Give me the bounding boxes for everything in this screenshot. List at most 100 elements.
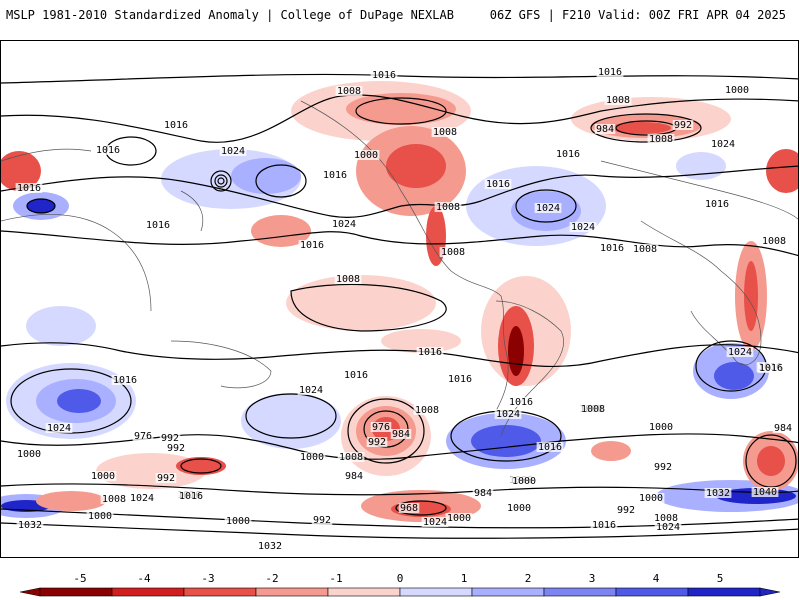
isobar-label: 1024 xyxy=(571,222,595,233)
colorbar-tick-label: -4 xyxy=(137,572,151,585)
isobar-label: 1032 xyxy=(706,488,730,499)
colorbar-segment xyxy=(183,587,257,597)
isobar-label: 1000 xyxy=(354,150,378,161)
header-bar: MSLP 1981-2010 Standardized Anomaly | Co… xyxy=(0,0,800,40)
isobar-label: 992 xyxy=(313,515,331,526)
isobar-label: 1016 xyxy=(600,243,624,254)
isobar-label: 1016 xyxy=(598,67,622,78)
isobar-label: 1008 xyxy=(339,452,363,463)
isobar-label: 1008 xyxy=(436,202,460,213)
isobar-label: 1000 xyxy=(17,449,41,460)
isobar-label: 1016 xyxy=(556,149,580,160)
colorbar-segment xyxy=(111,587,185,597)
isobar-label: 1008 xyxy=(337,86,361,97)
isobar-label: 976 xyxy=(134,431,152,442)
isobar-label: 1016 xyxy=(448,374,472,385)
isobar-label: 1024 xyxy=(423,517,447,528)
isobar-label: 1016 xyxy=(179,491,203,502)
colorbar-segments xyxy=(19,587,781,597)
colorbar-tick-label: -3 xyxy=(201,572,215,585)
isobar-label: 1016 xyxy=(418,347,442,358)
isobar-label: 1008 xyxy=(441,247,465,258)
isobar-label: 1008 xyxy=(649,134,673,145)
isobar-label: 992 xyxy=(654,462,672,473)
isobar-label: 1016 xyxy=(705,199,729,210)
isobar-label: 1016 xyxy=(344,370,368,381)
isobar-label: 1016 xyxy=(113,375,137,386)
colorbar-segment xyxy=(39,587,113,597)
isobar-label: 1000 xyxy=(507,503,531,514)
isobar-label: 984 xyxy=(774,423,792,434)
isobar-label: 1008 xyxy=(633,244,657,255)
colorbar-segment xyxy=(543,587,617,597)
isobar-label: 1008 xyxy=(581,404,605,415)
isobar-label: 1016 xyxy=(300,240,324,251)
colorbar-min-arrow xyxy=(19,587,41,597)
isobar-label: 1000 xyxy=(300,452,324,463)
colorbar-tick-label: 2 xyxy=(524,572,532,585)
isobar-label: 1008 xyxy=(336,274,360,285)
isobar-label: 1000 xyxy=(649,422,673,433)
isobar-label: 992 xyxy=(617,505,635,516)
colorbar-segment xyxy=(615,587,689,597)
isobar-label: 1024 xyxy=(711,139,735,150)
isobar-label: 1024 xyxy=(496,409,520,420)
colorbar-svg xyxy=(19,587,781,597)
isobar-label: 1024 xyxy=(656,522,680,533)
colorbar-tick-label: 5 xyxy=(716,572,724,585)
colorbar-tick-label: 1 xyxy=(460,572,468,585)
isobar-label: 1008 xyxy=(606,95,630,106)
isobar-label: 1024 xyxy=(332,219,356,230)
isobar-label: 1008 xyxy=(415,405,439,416)
isobar-label: 992 xyxy=(674,120,692,131)
model-run-info: 06Z GFS | F210 Valid: 00Z FRI APR 04 202… xyxy=(489,8,786,22)
colorbar-tick-label: 4 xyxy=(652,572,660,585)
isobar-label: 1032 xyxy=(18,520,42,531)
colorbar: -5 -4 -3 -2 -1 0 1 2 3 4 5 xyxy=(0,572,800,600)
isobar-label: 984 xyxy=(392,429,410,440)
colorbar-segment xyxy=(255,587,329,597)
anomaly-map: 1016 1016 1008 1008 1000 1008 984 992 1008 1024 10… xyxy=(0,40,799,558)
isobar-label: 1024 xyxy=(728,347,752,358)
isobar-label: 1016 xyxy=(164,120,188,131)
isobar-label: 1040 xyxy=(753,487,777,498)
isobar-label: 1000 xyxy=(639,493,663,504)
colorbar-segment xyxy=(327,587,401,597)
colorbar-tick-label: -2 xyxy=(265,572,279,585)
isobar-label: 968 xyxy=(400,503,418,514)
isobar-label: 1016 xyxy=(759,363,783,374)
isobar-label: 1000 xyxy=(226,516,250,527)
isobar-label: 992 xyxy=(368,437,386,448)
isobar-label: 1016 xyxy=(372,70,396,81)
isobar-label: 1016 xyxy=(592,520,616,531)
colorbar-tick-label: 3 xyxy=(588,572,596,585)
isobar-label: 1000 xyxy=(512,476,536,487)
isobar-label: 1008 xyxy=(762,236,786,247)
isobar-label: 1000 xyxy=(447,513,471,524)
colorbar-max-arrow xyxy=(759,587,781,597)
isobar-label: 1008 xyxy=(433,127,457,138)
colorbar-tick-label: -5 xyxy=(73,572,87,585)
isobar-label: 992 xyxy=(157,473,175,484)
colorbar-segment xyxy=(399,587,473,597)
isobar-label: 1024 xyxy=(221,146,245,157)
isobar-label: 1000 xyxy=(88,511,112,522)
map-title: MSLP 1981-2010 Standardized Anomaly | Co… xyxy=(6,8,454,22)
colorbar-tick-label: -1 xyxy=(329,572,343,585)
colorbar-segment xyxy=(687,587,761,597)
isobar-label: 1016 xyxy=(509,397,533,408)
isobar-label: 1008 xyxy=(654,513,678,524)
isobar-label: 992 xyxy=(167,443,185,454)
isobar-label: 1000 xyxy=(725,85,749,96)
isobar-label: 1024 xyxy=(299,385,323,396)
isobar-label: 984 xyxy=(474,488,492,499)
isobar-label: 1016 xyxy=(486,179,510,190)
isobar-label: 1016 xyxy=(96,145,120,156)
colorbar-segment xyxy=(471,587,545,597)
isobar-label: 1016 xyxy=(17,183,41,194)
isobar-label: 984 xyxy=(596,124,614,135)
isobar-label: 1016 xyxy=(538,442,562,453)
isobar-label: 1008 xyxy=(102,494,126,505)
